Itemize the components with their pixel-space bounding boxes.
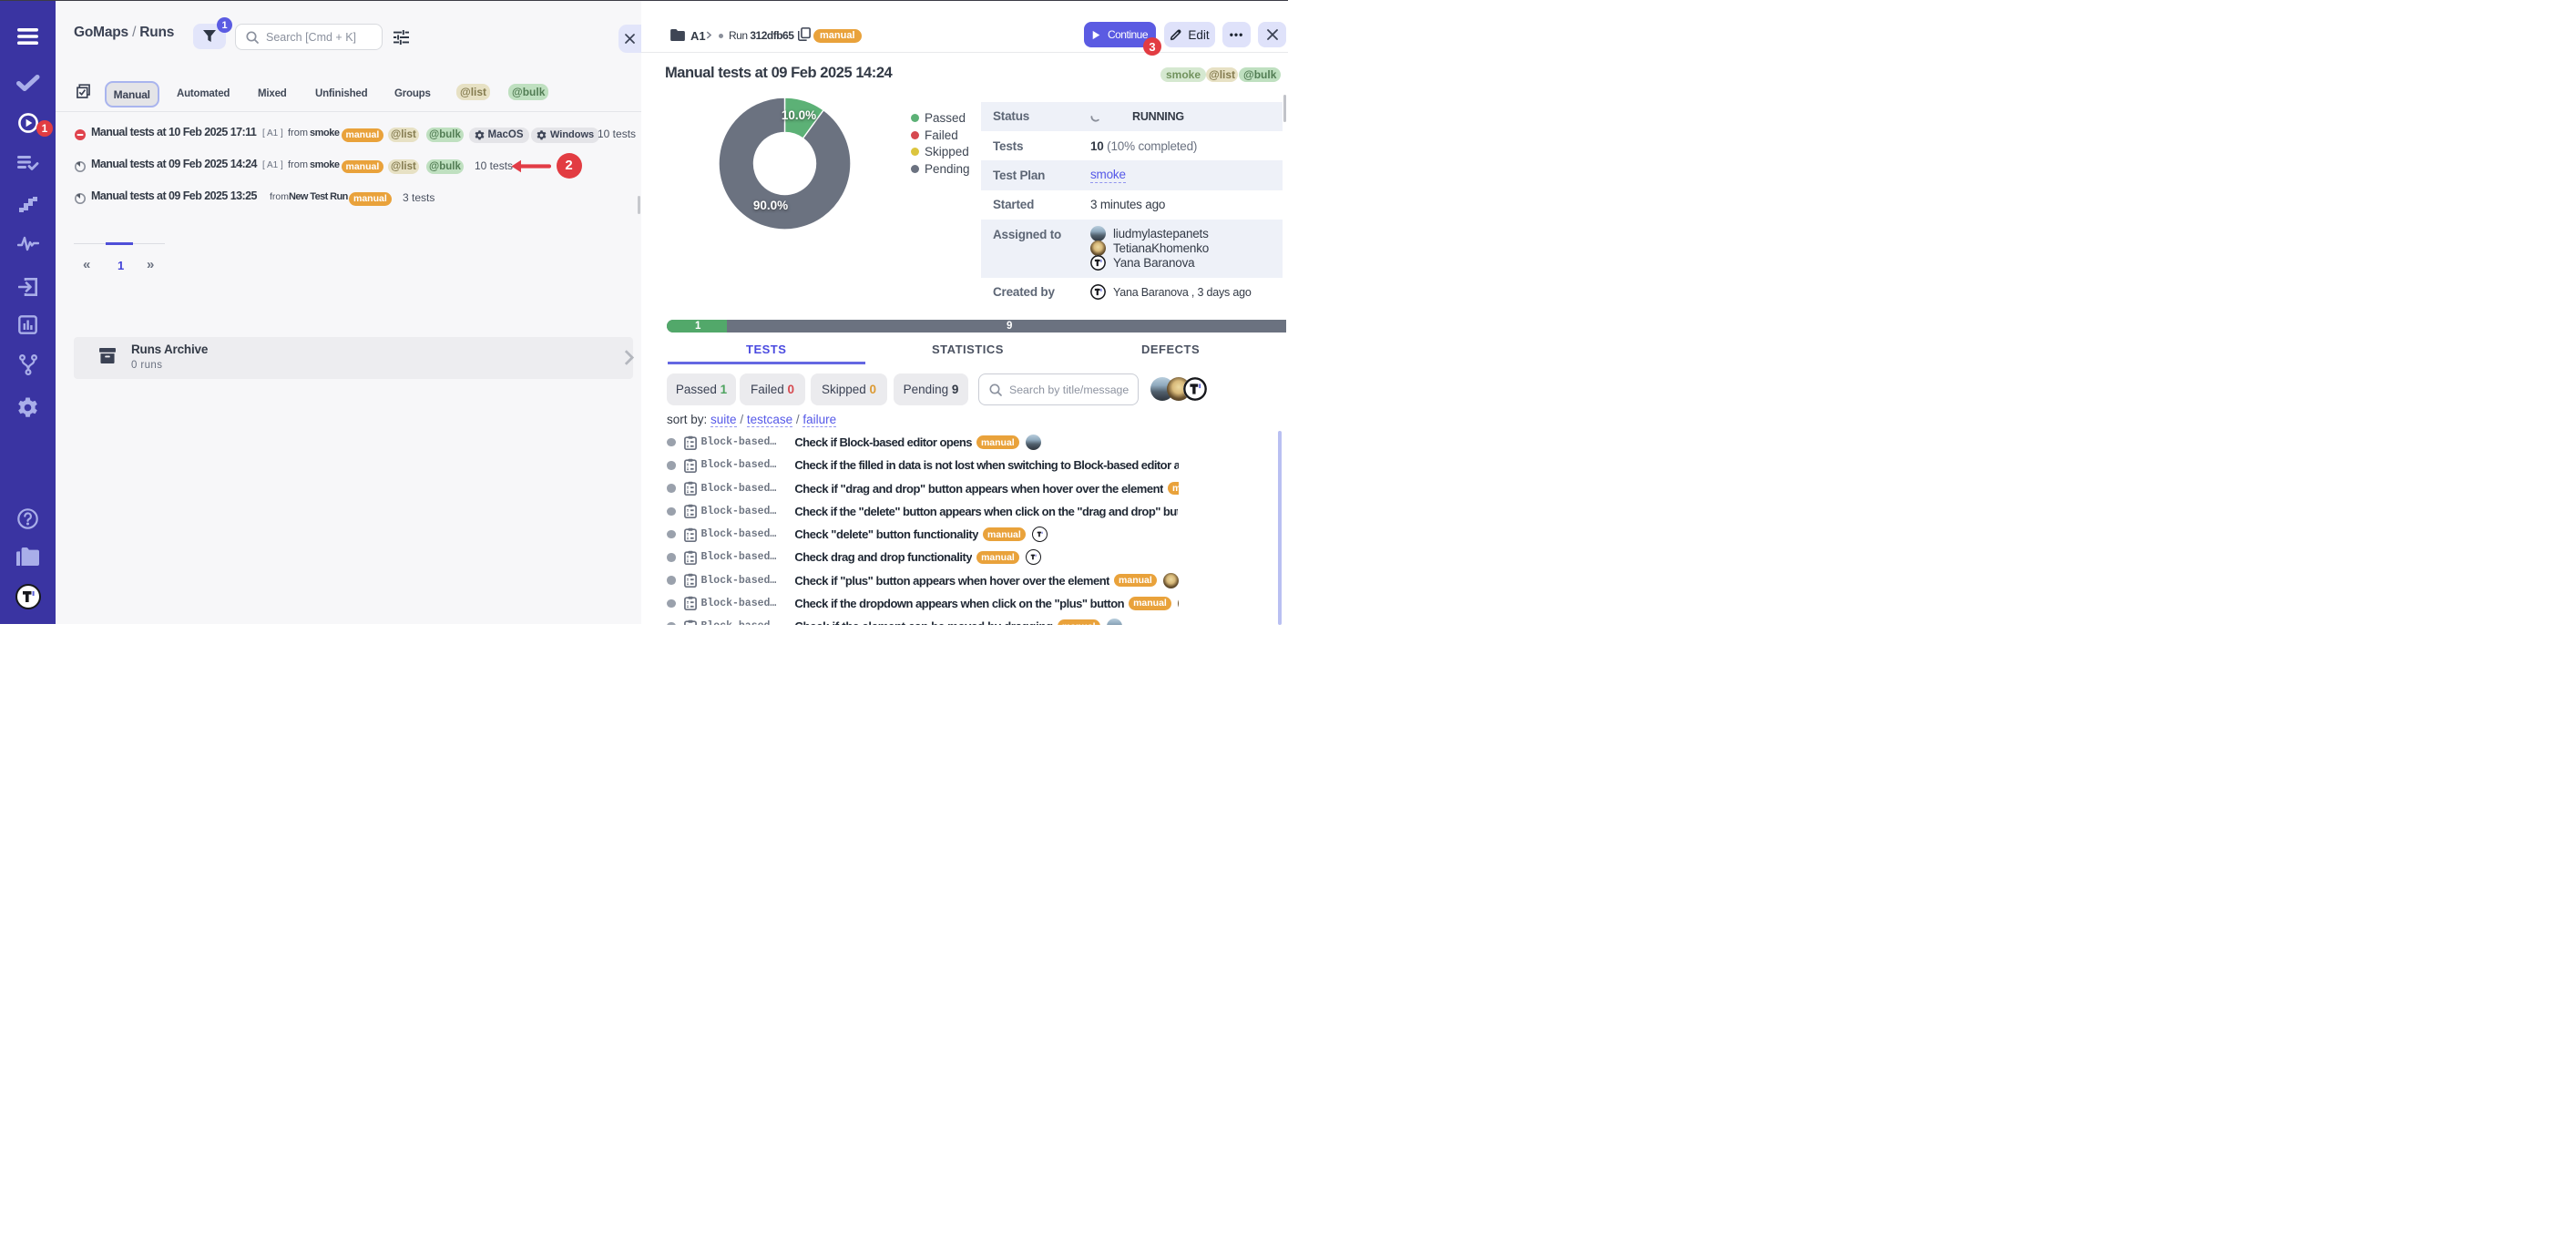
svg-text:90.0%: 90.0%	[753, 199, 788, 212]
svg-text:10.0%: 10.0%	[782, 108, 816, 122]
